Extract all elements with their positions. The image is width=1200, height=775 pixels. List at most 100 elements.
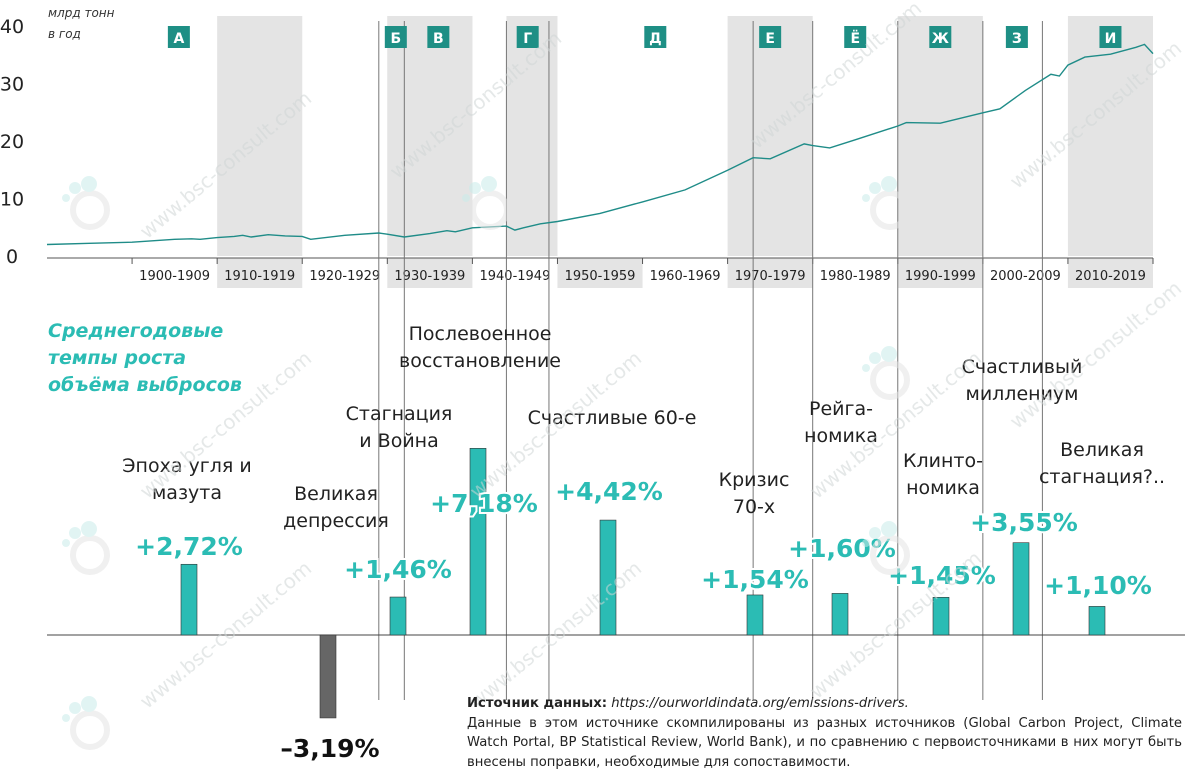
bar-category-label: Стагнация (346, 403, 453, 425)
source-description: Данные в этом источнике скомпилированы и… (467, 715, 1182, 770)
decade-label-shade (387, 258, 473, 288)
watermark-logo-dot (881, 346, 897, 362)
emissions-line (46, 43, 1154, 246)
y-tick-label: 20 (0, 131, 24, 153)
growth-bar (319, 634, 337, 719)
period-shade (727, 16, 813, 256)
period-badge-label: И (1105, 31, 1117, 47)
decade-label: 1970-1979 (735, 269, 806, 284)
decade-label: 1980-1989 (820, 269, 891, 284)
watermark-logo-dot (81, 521, 97, 537)
watermark-logo-dot (881, 176, 897, 192)
watermark-logo-dot (62, 714, 70, 722)
bar-category-label: Великая (294, 483, 378, 505)
decade-label: 1920-1929 (309, 269, 380, 284)
watermark-logo-dot (869, 352, 881, 364)
growth-bar (746, 594, 764, 636)
y-tick-label: 40 (0, 16, 24, 38)
watermark-logo-dot (469, 182, 481, 194)
subtitle-line-3: объёма выбросов (48, 374, 242, 396)
watermark-logo-dot (81, 696, 97, 712)
period-shade (387, 16, 473, 256)
bar-value-label: +1,60% (788, 534, 896, 563)
watermark-logo-dot (869, 527, 881, 539)
bar-category-label: номика (906, 477, 980, 499)
watermark-logo (70, 535, 110, 575)
watermark-text: www.bsc-consult.com (1005, 276, 1186, 433)
background-layer (217, 16, 1153, 288)
decade-label-shade (897, 258, 983, 288)
watermark-logo (70, 710, 110, 750)
source-url: https://ourworldindata.org/emissions-dri… (611, 696, 909, 711)
decade-label: 2010-2019 (1075, 269, 1146, 284)
bar-value-label: +3,55% (970, 508, 1078, 537)
period-badge (516, 26, 539, 48)
period-badge-label: Ж (932, 31, 949, 47)
period-shade (217, 16, 303, 256)
period-badge (844, 26, 867, 48)
period-badge (1005, 26, 1028, 48)
bar-category-label: Клинто- (903, 450, 983, 472)
bar-category-label: Счастливые 60-е (528, 407, 697, 429)
period-badge (1099, 26, 1122, 48)
growth-bar (469, 448, 487, 636)
watermark-logo-dot (69, 702, 81, 714)
bar-category-label: стагнация?.. (1039, 466, 1165, 488)
period-badge (759, 26, 782, 48)
bar-value-label: +7,18% (430, 489, 538, 518)
bar-value-label: +4,42% (555, 477, 663, 506)
bar-category-label: Счастливый (962, 356, 1083, 378)
y-tick-label: 30 (0, 74, 24, 96)
watermark-logo-dot (462, 194, 470, 202)
decade-label: 1950-1959 (565, 269, 636, 284)
watermark-logo-dot (62, 539, 70, 547)
bar-category-label: Великая (1060, 439, 1144, 461)
watermark-logo (870, 360, 910, 400)
decade-label-shade (727, 258, 813, 288)
decade-label: 1900-1909 (139, 269, 210, 284)
bar-category-label: мазута (152, 482, 222, 504)
bar-category-label: 70-х (733, 496, 775, 518)
subtitle-line-1: Среднегодовые (48, 320, 224, 342)
bar-value-label: +1,10% (1044, 571, 1152, 600)
watermark-logo-dot (81, 176, 97, 192)
period-shade (1067, 16, 1153, 256)
watermark-logo-dot (69, 182, 81, 194)
watermark-logo-dot (881, 521, 897, 537)
watermark-logo-dot (481, 176, 497, 192)
decade-label: 1910-1919 (224, 269, 295, 284)
growth-bar (389, 596, 407, 636)
decade-label: 1930-1939 (394, 269, 465, 284)
bar-category-label: миллениум (965, 383, 1078, 405)
y-axis-unit-line-2: в год (48, 27, 81, 41)
period-shade (897, 16, 983, 256)
subtitle-line-2: темпы роста (48, 347, 187, 369)
bar-category-label: депрессия (283, 510, 389, 532)
period-badge (929, 26, 952, 48)
bar-category-label: Эпоха угля и (122, 455, 251, 477)
period-badge-label: Б (390, 31, 401, 47)
period-badge (427, 26, 450, 48)
period-badge-label: З (1012, 31, 1022, 47)
source-note: Источник данных: https://ourworldindata.… (467, 694, 1182, 772)
watermark-logo-dot (869, 182, 881, 194)
decade-label: 1990-1999 (905, 269, 976, 284)
bar-category-label: Кризис (719, 469, 790, 491)
period-badge-label: Ё (850, 30, 860, 47)
watermark-logo (870, 535, 910, 575)
period-badge (384, 26, 407, 48)
watermark-logo-dot (862, 364, 870, 372)
y-tick-label: 0 (6, 246, 18, 268)
watermark-logo (470, 190, 510, 230)
y-tick-label: 10 (0, 189, 24, 211)
bar-category-label: Послевоенное (409, 323, 552, 345)
bar-category-label: и Война (359, 430, 438, 452)
watermark-logo (70, 190, 110, 230)
decade-label-shade (1067, 258, 1153, 288)
growth-bar (599, 519, 617, 636)
period-badge (644, 26, 667, 48)
bar-category-label: номика (804, 425, 878, 447)
bar-value-label: +1,54% (701, 565, 809, 594)
growth-bar (1012, 542, 1030, 636)
watermark-logo-dot (862, 539, 870, 547)
